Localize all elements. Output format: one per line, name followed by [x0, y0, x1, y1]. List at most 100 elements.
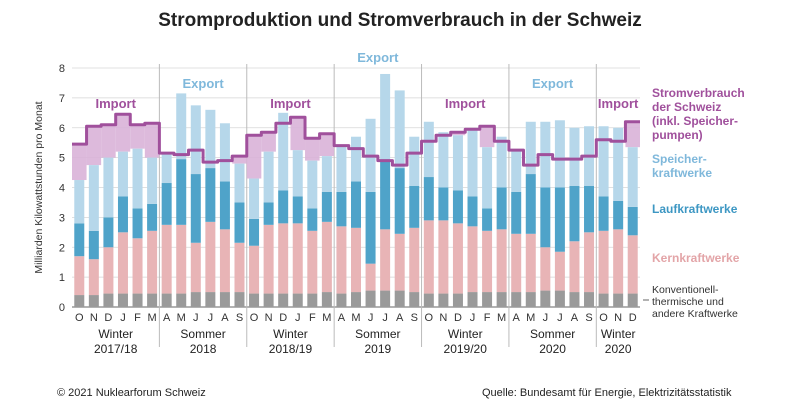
- season-label: Sommer: [530, 327, 575, 341]
- bar-segment-4: [219, 123, 230, 182]
- bar-segment-4: [496, 136, 507, 188]
- bar-segment-4: [161, 153, 172, 184]
- y-tick-label: 2: [59, 242, 65, 254]
- bar-segment-1: [103, 293, 114, 307]
- season-year-label: 2019/20: [444, 342, 488, 356]
- bar-segment-2: [321, 221, 332, 293]
- copyright: © 2021 Nuklearforum Schweiz: [57, 387, 206, 399]
- bar-segment-1: [394, 290, 405, 307]
- bar-segment-2: [263, 224, 274, 294]
- import-label: Import: [95, 96, 136, 111]
- x-tick-label: D: [104, 312, 112, 324]
- import-fill: [246, 135, 262, 179]
- bar-segment-2: [525, 233, 536, 293]
- x-tick-label: J: [193, 312, 199, 324]
- bar-segment-3: [249, 218, 260, 246]
- axes: 0 1 2 3 4 5 6 7 8 Milliarden Kilowattstunden pro …: [33, 63, 637, 356]
- series-label: Konventionell-: [652, 284, 719, 296]
- x-tick-label: A: [396, 312, 404, 324]
- bar-segment-3: [365, 191, 376, 264]
- x-tick-label: A: [338, 312, 346, 324]
- x-tick-label: J: [368, 312, 374, 324]
- bar-segment-2: [438, 220, 449, 294]
- bar-segment-2: [117, 232, 128, 294]
- season-year-label: 2018/19: [269, 342, 313, 356]
- series-label: kraftwerke: [652, 166, 712, 180]
- consumption-line-path: [72, 112, 640, 167]
- bar-segment-1: [409, 292, 420, 307]
- bar-segment-1: [627, 293, 638, 307]
- bar-segment-1: [452, 293, 463, 307]
- bar-segment-3: [496, 187, 507, 230]
- series-label: pumpen): [652, 128, 703, 142]
- bar-segment-3: [205, 168, 216, 222]
- export-label: Export: [182, 76, 224, 91]
- bar-segment-2: [409, 227, 420, 293]
- bar-segment-3: [525, 174, 536, 234]
- x-tick-label: N: [614, 312, 622, 324]
- bar-segment-1: [263, 293, 274, 307]
- bar-segment-1: [132, 293, 143, 307]
- bar-segment-4: [613, 127, 624, 201]
- x-tick-label: N: [265, 312, 273, 324]
- bar-segment-2: [467, 226, 478, 293]
- bar-segment-3: [263, 202, 274, 225]
- bar-segment-2: [176, 224, 187, 294]
- bar-segment-4: [394, 90, 405, 169]
- bar-segment-3: [613, 200, 624, 230]
- bar-segment-4: [438, 132, 449, 188]
- x-tick-label: A: [513, 312, 521, 324]
- bar-segment-1: [278, 293, 289, 307]
- bar-segment-4: [117, 151, 128, 197]
- x-tick-label: S: [236, 312, 243, 324]
- bar-segment-4: [234, 163, 245, 203]
- bar-segment-1: [569, 292, 580, 307]
- bar-segment-3: [161, 183, 172, 225]
- bar-segment-1: [365, 290, 376, 307]
- bar-segment-3: [117, 196, 128, 233]
- season-label: Sommer: [180, 327, 225, 341]
- bar-segment-4: [278, 112, 289, 191]
- bar-segment-2: [613, 229, 624, 294]
- series-label: Laufkraftwerke: [652, 202, 738, 216]
- bar-segment-4: [176, 93, 187, 160]
- bar-segment-2: [584, 232, 595, 293]
- x-tick-label: M: [351, 312, 360, 324]
- bar-segment-3: [176, 159, 187, 225]
- bar-segment-2: [74, 256, 85, 296]
- import-fill: [305, 138, 320, 161]
- chart-title: Stromproduktion und Stromverbrauch in de…: [158, 10, 642, 31]
- bar-segment-2: [569, 241, 580, 293]
- x-tick-label: S: [585, 312, 592, 324]
- bar-segment-2: [452, 223, 463, 294]
- bar-segment-3: [540, 187, 551, 248]
- bar-segment-3: [409, 186, 420, 228]
- x-tick-label: F: [309, 312, 316, 324]
- bar-segment-3: [103, 217, 114, 248]
- x-tick-label: M: [322, 312, 331, 324]
- bar-segment-1: [482, 292, 493, 307]
- bar-segment-3: [569, 186, 580, 242]
- bar-segment-4: [467, 129, 478, 197]
- bar-segment-3: [598, 196, 609, 231]
- import-fill: [232, 156, 247, 164]
- x-tick-label: J: [120, 312, 126, 324]
- season-label: Winter: [601, 327, 636, 341]
- bar-segment-1: [438, 293, 449, 307]
- bar-segment-1: [219, 292, 230, 307]
- bar-segment-4: [569, 127, 580, 187]
- bar-segment-2: [482, 230, 493, 293]
- bar-segment-2: [234, 242, 245, 293]
- bar-segment-2: [365, 263, 376, 291]
- x-tick-label: D: [454, 312, 462, 324]
- season-label: Sommer: [355, 327, 400, 341]
- x-tick-label: A: [221, 312, 229, 324]
- bar-segment-3: [438, 187, 449, 221]
- y-tick-label: 0: [59, 302, 65, 314]
- bar-segment-3: [467, 196, 478, 227]
- y-tick-label: 8: [59, 63, 65, 75]
- bar-segment-1: [525, 292, 536, 307]
- bar-segment-2: [598, 230, 609, 294]
- x-tick-label: M: [148, 312, 157, 324]
- bar-segment-2: [351, 227, 361, 293]
